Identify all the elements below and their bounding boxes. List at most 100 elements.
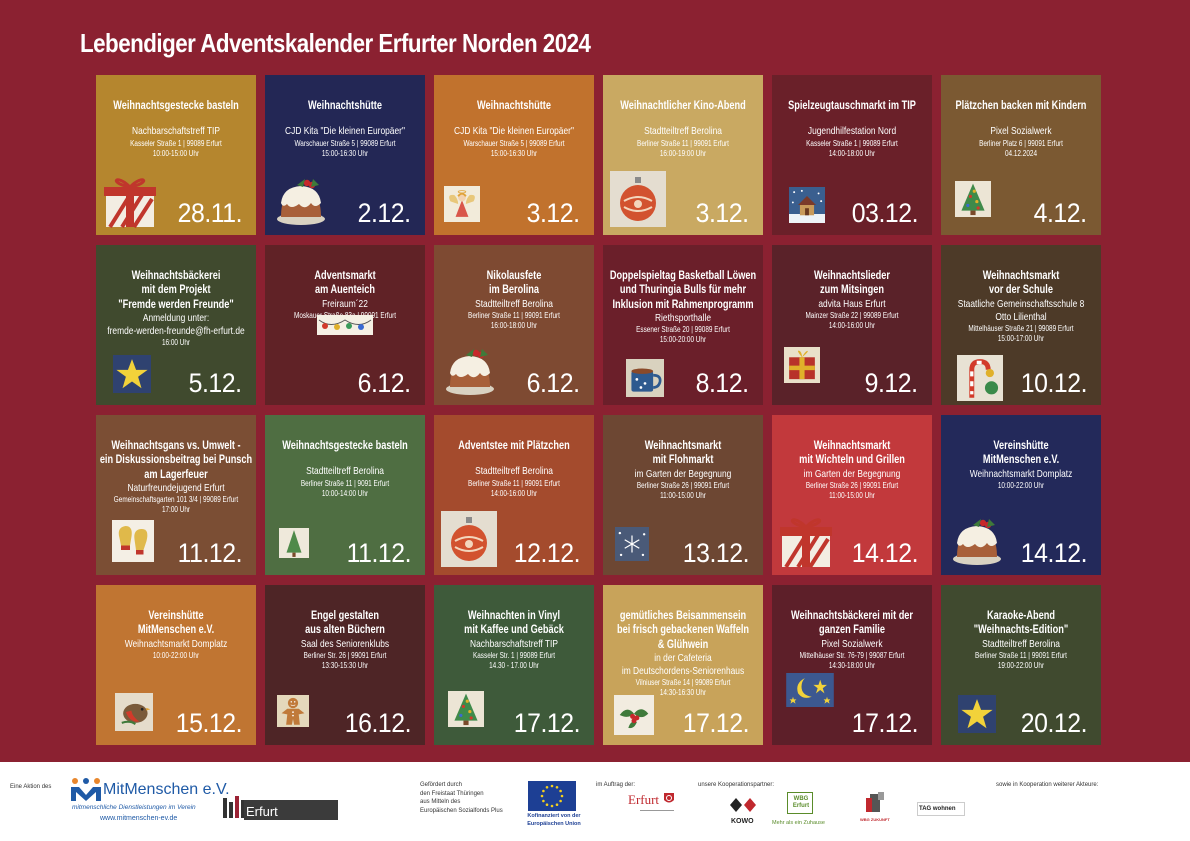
holly-icon <box>611 695 657 735</box>
calendar-tile: Doppelspieltag Basketball Löwen und Thuri… <box>603 245 763 405</box>
calendar-tile: Weihnachtsgestecke basteln Nachbarschafts… <box>96 75 256 235</box>
tag-logo <box>917 802 965 816</box>
event-date: 16.12. <box>344 708 412 738</box>
event-venue: Stadtteiltreff Berolina <box>475 297 553 310</box>
event-detail: Berliner Platz 6 | 99091 Erfurt <box>979 138 1063 148</box>
event-date: 14.12. <box>1020 538 1088 568</box>
event-title: Inklusion mit Rahmenprogramm <box>612 298 754 311</box>
event-detail: Berliner Straße 26 | 99091 Erfurt <box>805 480 899 490</box>
gift-icon <box>102 173 158 229</box>
calendar-tile: Weihnachtsbäckerei mit der ganzen Familie… <box>772 585 932 745</box>
event-date: 17.12. <box>682 708 750 738</box>
page-title: Lebendiger Adventskalender Erfurter Nord… <box>80 28 591 58</box>
tile-text: Weihnachten in Vinyl mit Kaffee und Gebäc… <box>434 609 594 671</box>
event-detail: Berliner Straße 11 | 9091 Erfurt <box>300 478 390 488</box>
calendar-tile: Karaoke-Abend "Weihnachts-Edition" Stadtte… <box>941 585 1101 745</box>
event-title: ein Diskussionsbeitrag bei Punsch <box>99 454 253 467</box>
event-title: Vereinshütte <box>148 610 204 622</box>
event-venue: Weihnachtsmarkt Domplatz <box>124 637 228 650</box>
event-detail: Berliner Straße 11 | 99091 Erfurt <box>637 138 729 148</box>
event-detail: 19:00-22:00 Uhr <box>997 660 1045 670</box>
calendar-tile: Vereinshütte MitMenschen e.V. Weihnachtsma… <box>96 585 256 745</box>
event-date: 17.12. <box>513 708 581 738</box>
tile-text: Weihnachtsmarkt vor der Schule Staatliche … <box>941 269 1101 344</box>
event-title: mit Kaffee und Gebäck <box>464 624 564 637</box>
event-date: 10.12. <box>1020 368 1088 398</box>
event-venue: Stadtteiltreff Berolina <box>644 125 722 138</box>
erfurt-city-logo: Erfurt <box>628 792 660 807</box>
zukunft-label: WBG ZUKUNFT <box>860 817 890 822</box>
tile-text: Spielzeugtauschmarkt im TIP Jugendhilfest… <box>772 99 932 159</box>
calendar-tile: Plätzchen backen mit Kindern Pixel Sozial… <box>941 75 1101 235</box>
event-title: vor der Schule <box>989 284 1053 297</box>
event-title: im Berolina <box>488 284 540 297</box>
tile-spacer <box>434 113 594 125</box>
event-venue: Nachbarschaftstreff TIP <box>132 125 220 138</box>
event-date: 13.12. <box>682 538 750 568</box>
event-detail: Berliner Straße 11 | 99091 Erfurt <box>975 650 1067 660</box>
event-date: 3.12. <box>527 198 580 228</box>
event-date: 14.12. <box>851 538 919 568</box>
event-detail: 17:00 Uhr <box>161 505 191 515</box>
angel-icon <box>444 185 480 223</box>
tile-text: Weihnachtsmarkt mit Wichteln und Grillen i… <box>772 439 932 501</box>
event-venue: im Garten der Begegnung <box>803 467 901 480</box>
funding-line: Europäischen Sozialfonds Plus <box>420 808 503 815</box>
snow-icon <box>615 525 649 563</box>
tile-spacer <box>265 453 425 465</box>
event-title: Plätzchen backen mit Kindern <box>955 100 1087 112</box>
tile-spacer <box>603 113 763 125</box>
event-title: Vereinshütte <box>993 440 1049 452</box>
event-title: bei frisch gebackenen Waffeln <box>616 624 750 637</box>
mitmenschen-url[interactable]: www.mitmenschen-ev.de <box>100 815 178 822</box>
erfurt-divider <box>640 810 674 811</box>
event-detail: 15:00-17:00 Uhr <box>997 334 1045 343</box>
event-detail: 14:00-16:00 Uhr <box>828 320 876 330</box>
calendar-tile: Weihnachtshütte CJD Kita "Die kleinen Eur… <box>265 75 425 235</box>
calendar-tile: Weihnachtsmarkt mit Flohmarkt im Garten de… <box>603 415 763 575</box>
gingerbread-icon <box>277 685 309 737</box>
tile-spacer <box>265 113 425 125</box>
erfurt-label: Erfurt <box>246 804 278 819</box>
funding-line: aus Mitteln des <box>420 799 461 806</box>
event-title: & Glühwein <box>657 638 709 651</box>
event-date: 12.12. <box>513 538 581 568</box>
event-title: Adventsmarkt <box>314 270 376 282</box>
event-title: Spielzeugtauschmarkt im TIP <box>788 100 916 112</box>
tile-text: Engel gestalten aus alten Büchern Saal des… <box>265 609 425 671</box>
house-icon <box>782 187 832 223</box>
event-detail: 15:00-16:30 Uhr <box>321 148 369 158</box>
tree-icon <box>955 169 991 229</box>
event-venue: Anmeldung unter: <box>142 312 210 325</box>
mitmenschen-tagline: mitmenschliche Dienstleistungen im Verei… <box>72 804 196 811</box>
event-title: aus alten Büchern <box>305 624 385 637</box>
event-venue: Pixel Sozialwerk <box>990 125 1052 138</box>
event-detail: 16:00-18:00 Uhr <box>490 320 538 330</box>
wbg-label: WBG Erfurt <box>792 796 810 810</box>
event-date: 4.12. <box>1034 198 1087 228</box>
tile-text: Weihnachtsmarkt mit Flohmarkt im Garten de… <box>603 439 763 501</box>
tree-icon <box>448 679 484 739</box>
event-title: Weihnachtslieder <box>813 270 890 282</box>
zukunft-logo-icon <box>866 792 884 812</box>
funding-text: Gefördert durch den Freistaat Thüringen … <box>420 781 503 816</box>
event-title: Weihnachtsmarkt <box>644 440 722 452</box>
erfurt-wheel-icon <box>664 793 674 803</box>
event-detail: Mittelhäuser Str. 76-79 | 99087 Erfurt <box>799 650 905 660</box>
gift-icon <box>778 513 834 569</box>
event-title: Engel gestalten <box>311 610 379 622</box>
wbg-tagline: Mehr als ein Zuhause <box>772 820 825 826</box>
calendar-tile: Nikolausfete im Berolina Stadtteiltreff Be… <box>434 245 594 405</box>
small-tree-icon <box>279 523 309 563</box>
event-venue: CJD Kita "Die kleinen Europäer" <box>454 125 574 138</box>
tile-spacer <box>434 453 594 465</box>
event-title: mit Flohmarkt <box>652 454 714 467</box>
event-detail: 11:00-15:00 Uhr <box>660 490 706 500</box>
ornament-icon <box>440 511 498 567</box>
tile-text: Vereinshütte MitMenschen e.V. Weihnachtsma… <box>941 439 1101 491</box>
event-venue: Nachbarschaftstreff TIP <box>470 637 558 650</box>
event-venue: in der Cafeteria <box>654 652 712 665</box>
event-title: Weihnachtlicher Kino-Abend <box>620 100 746 112</box>
event-date: 9.12. <box>865 368 918 398</box>
event-title: Nikolausfete <box>486 270 542 282</box>
